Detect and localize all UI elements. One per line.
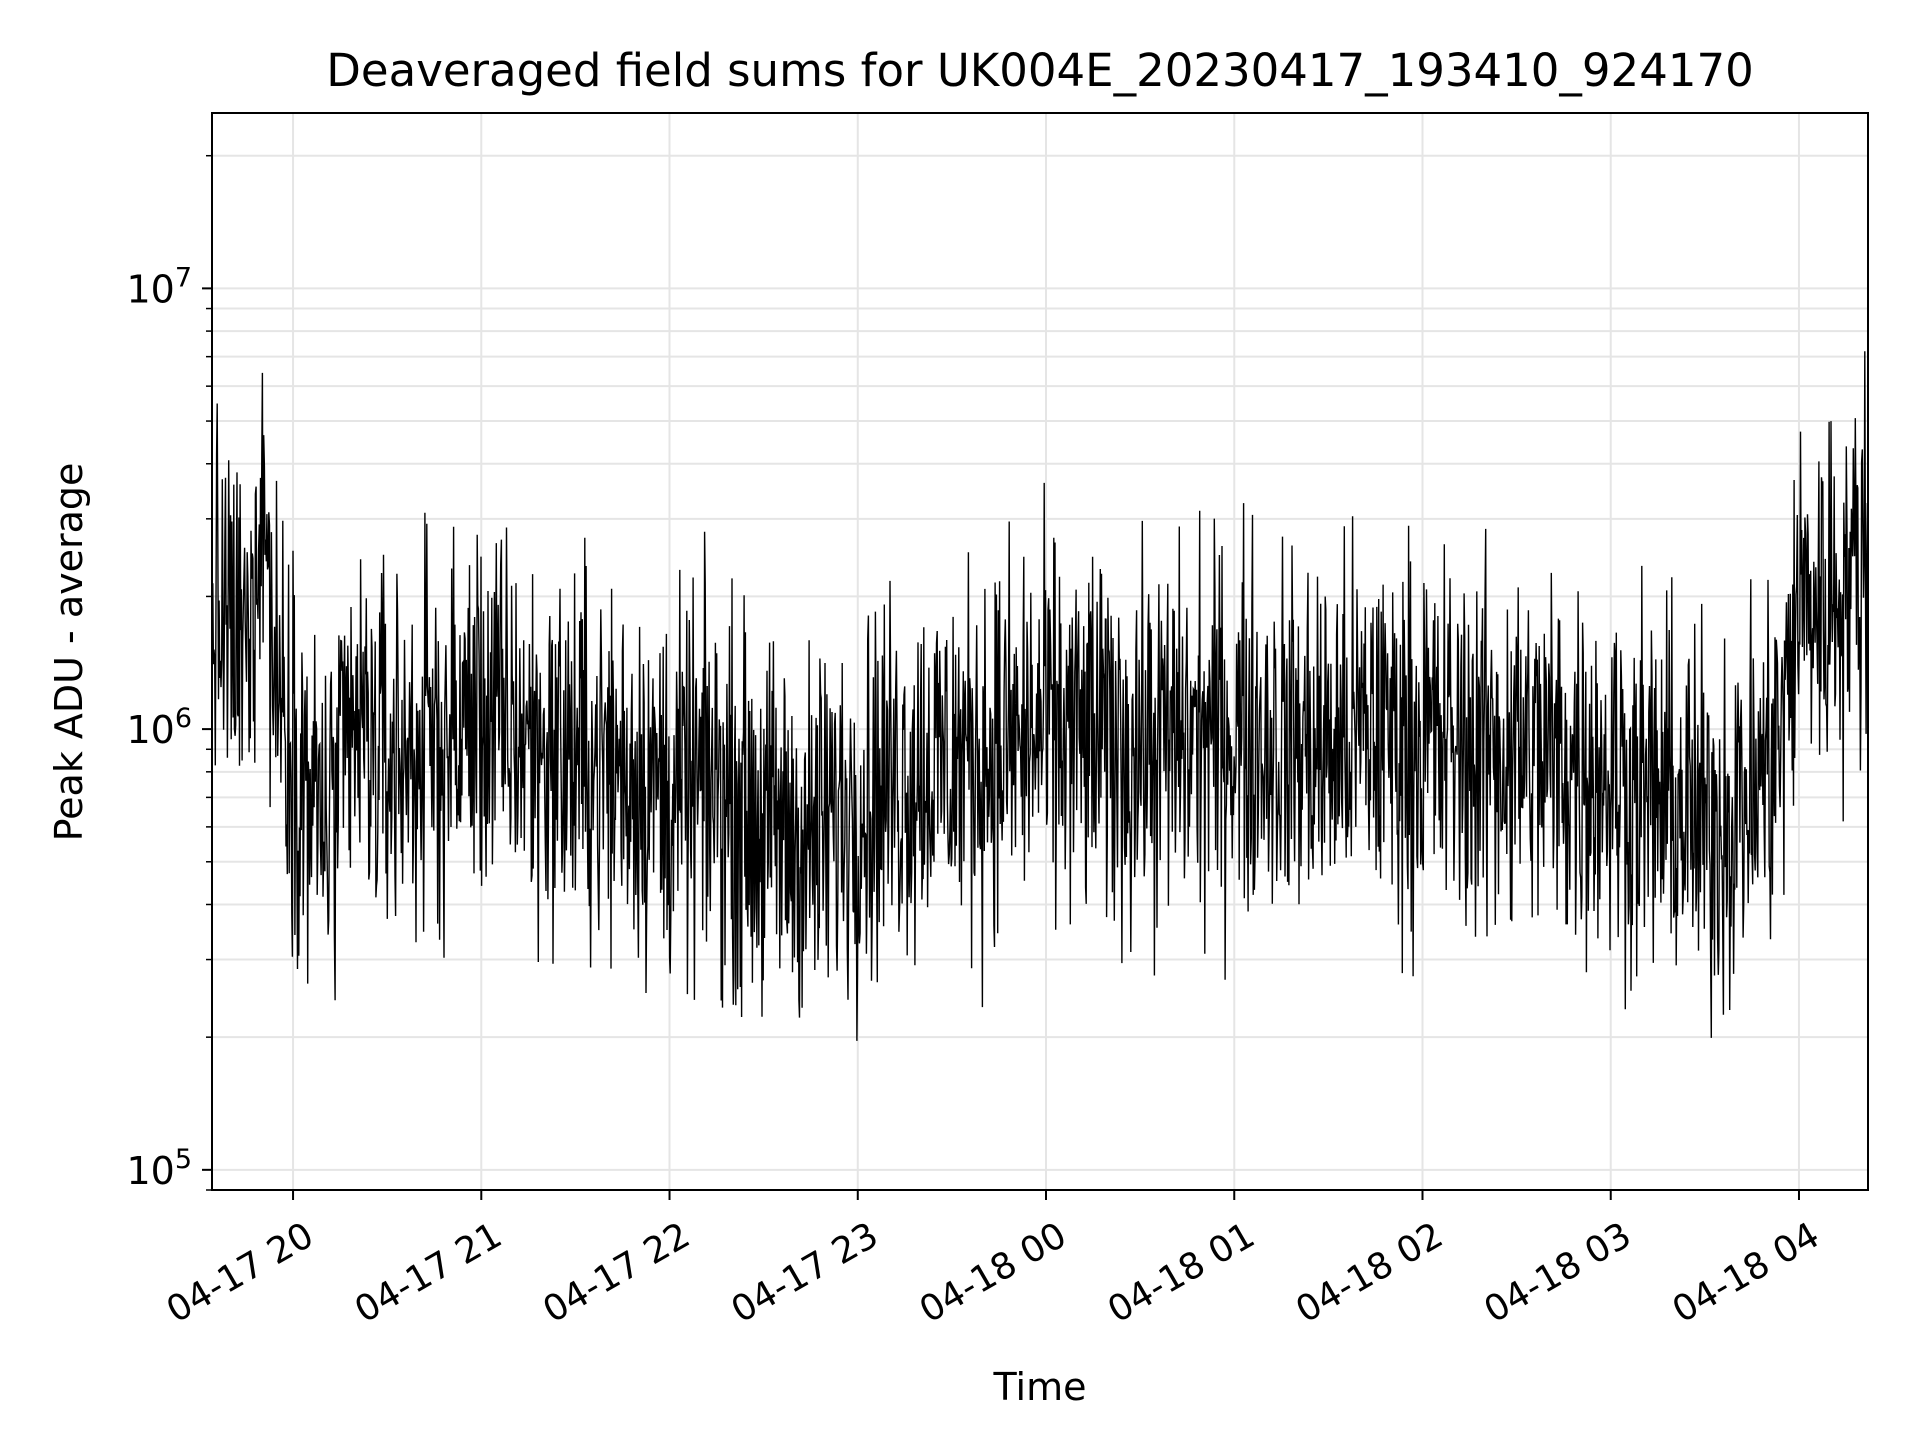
y-tick-label: 105 <box>126 1144 192 1193</box>
y-axis: 105 106 107 <box>126 154 212 1193</box>
plot-frame <box>211 112 1869 1191</box>
series-line <box>212 351 1868 1041</box>
x-axis-label: Time <box>993 1365 1087 1409</box>
series-layer <box>212 351 1868 1041</box>
chart-title: Deaveraged field sums for UK004E_2023041… <box>326 44 1753 97</box>
y-tick-label: 106 <box>126 703 192 752</box>
y-tick-label: 107 <box>126 262 192 311</box>
y-axis-label: Peak ADU - average <box>47 463 91 842</box>
